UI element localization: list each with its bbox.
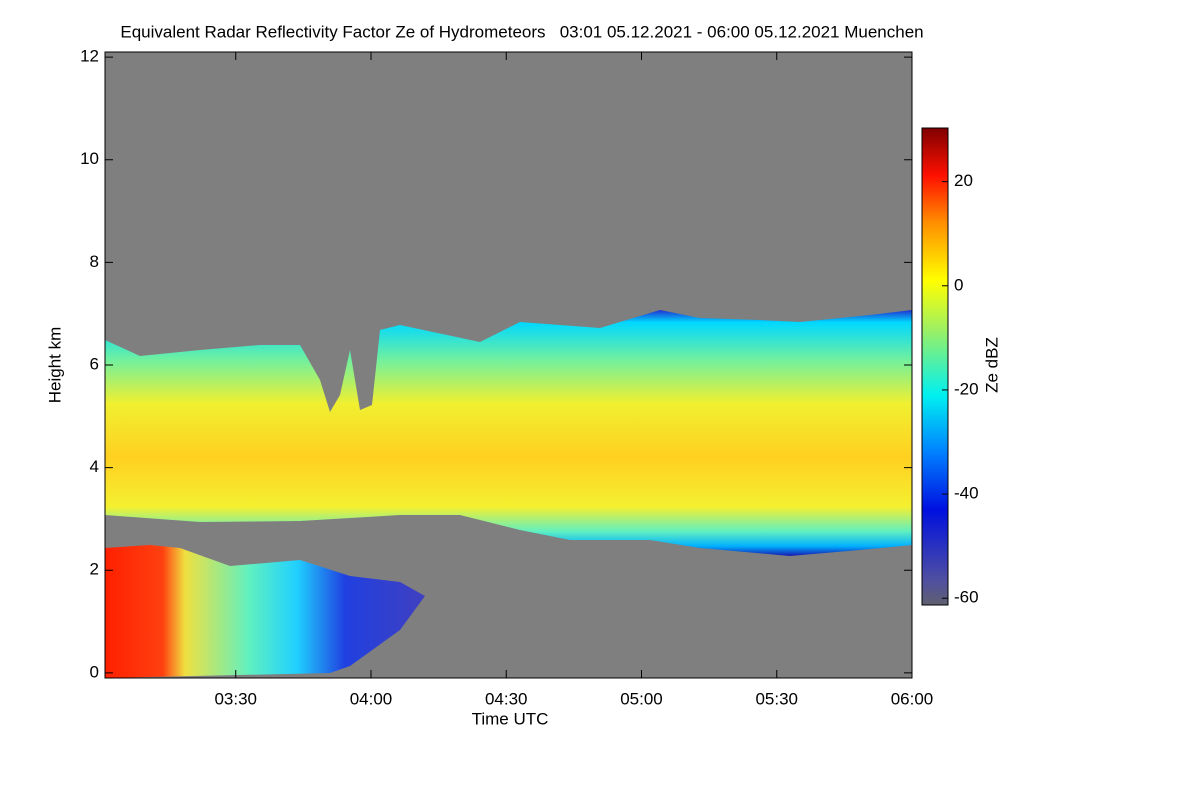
colorbar-tick-label: 20 <box>954 171 973 190</box>
y-axis-label: Height km <box>45 327 64 404</box>
x-tick-label: 04:00 <box>350 689 393 708</box>
y-tick-label: 8 <box>90 252 99 271</box>
y-tick-label: 0 <box>90 662 99 681</box>
precipitation <box>105 545 425 678</box>
colorbar-label: Ze dBZ <box>982 337 1001 393</box>
y-tick-label: 6 <box>90 354 99 373</box>
x-tick-label: 05:30 <box>755 689 798 708</box>
colorbar-tick-label: -60 <box>954 588 979 607</box>
x-axis-label: Time UTC <box>472 709 549 728</box>
y-tick-label: 12 <box>80 47 99 66</box>
y-tick-label: 4 <box>90 457 99 476</box>
colorbar-tick-label: 0 <box>954 275 963 294</box>
x-tick-label: 03:30 <box>214 689 257 708</box>
x-tick-label: 06:00 <box>891 689 934 708</box>
y-tick-label: 2 <box>90 560 99 579</box>
colorbar <box>921 127 949 606</box>
x-tick-label: 05:00 <box>620 689 663 708</box>
x-tick-label: 04:30 <box>485 689 528 708</box>
chart-title: Equivalent Radar Reflectivity Factor Ze … <box>120 22 923 41</box>
y-tick-label: 10 <box>80 149 99 168</box>
cloud-layer <box>105 310 912 556</box>
colorbar-tick-label: -20 <box>954 379 979 398</box>
colorbar-tick-label: -40 <box>954 484 979 503</box>
